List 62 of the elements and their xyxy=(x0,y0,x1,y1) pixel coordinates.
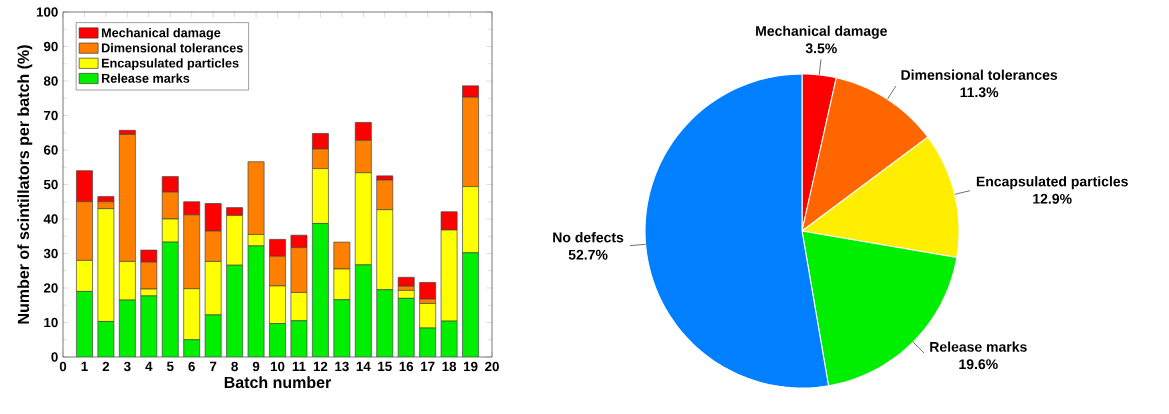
bar xyxy=(119,300,136,357)
x-tick-label: 18 xyxy=(442,361,457,372)
bar xyxy=(162,242,179,357)
y-tick-label: 90 xyxy=(43,41,58,52)
bar xyxy=(76,291,93,357)
y-tick-label: 10 xyxy=(44,317,58,328)
slice-label: Mechanical damage xyxy=(756,25,887,39)
slice-label: Encapsulated particles xyxy=(976,176,1128,190)
x-tick-label: 16 xyxy=(399,361,414,372)
data-label: 52.7% xyxy=(568,249,608,260)
x-tick-label: 10 xyxy=(270,361,285,372)
y-tick-label: 30 xyxy=(43,248,58,259)
y-tick-label: 100 xyxy=(36,7,58,17)
slice-label: No defects xyxy=(553,232,624,243)
x-tick-label: 7 xyxy=(210,361,217,371)
data-label: 3.5% xyxy=(805,43,837,54)
x-tick-label: 3 xyxy=(123,361,131,372)
x-tick-label: 0 xyxy=(59,361,67,372)
legend-label: Mechanical damage xyxy=(101,27,221,40)
legend-label: Dimensional tolerances xyxy=(101,43,243,53)
x-tick-label: 14 xyxy=(356,361,371,371)
bar xyxy=(140,295,157,357)
x-tick-label: 12 xyxy=(313,361,328,372)
bar xyxy=(376,289,393,357)
y-tick-label: 80 xyxy=(43,76,58,86)
data-label: 11.3% xyxy=(960,87,999,98)
x-tick-label: 6 xyxy=(188,361,195,372)
x-axis-title: Batch number xyxy=(224,376,332,389)
x-tick-label: 4 xyxy=(145,361,153,371)
x-tick-label: 19 xyxy=(463,361,478,372)
y-axis-title: Number of scintillators per batch (%) xyxy=(17,45,33,324)
x-tick-label: 1 xyxy=(81,361,88,371)
y-tick-label: 60 xyxy=(43,145,58,155)
x-tick-label: 20 xyxy=(485,361,499,372)
y-tick-label: 20 xyxy=(43,283,58,293)
bar xyxy=(397,290,415,299)
bar xyxy=(397,276,415,287)
x-tick-label: 2 xyxy=(102,361,110,372)
x-tick-label: 8 xyxy=(231,361,238,372)
bar xyxy=(333,299,350,357)
bar xyxy=(419,282,437,300)
x-tick-label: 17 xyxy=(421,361,435,371)
y-tick-label: 0 xyxy=(51,352,58,362)
x-tick-label: 5 xyxy=(166,361,174,372)
bar xyxy=(462,252,479,357)
x-tick-label: 11 xyxy=(292,361,306,371)
bar xyxy=(312,223,329,357)
y-tick-label: 50 xyxy=(43,179,58,190)
bar xyxy=(226,265,243,357)
bar xyxy=(398,298,415,357)
x-tick-label: 9 xyxy=(252,361,260,372)
y-tick-label: 70 xyxy=(44,110,58,121)
slice-label: Release marks xyxy=(930,341,1027,352)
bar xyxy=(355,264,372,357)
legend-label: Release marks xyxy=(101,73,190,83)
legend-label: Encapsulated particles xyxy=(101,58,239,71)
slice-label: Dimensional tolerances xyxy=(901,69,1058,80)
x-tick-label: 15 xyxy=(378,361,392,372)
x-tick-label: 13 xyxy=(335,361,349,372)
data-label: 12.9% xyxy=(1033,193,1072,204)
y-tick-label: 40 xyxy=(43,214,58,224)
data-label: 19.6% xyxy=(959,359,998,370)
